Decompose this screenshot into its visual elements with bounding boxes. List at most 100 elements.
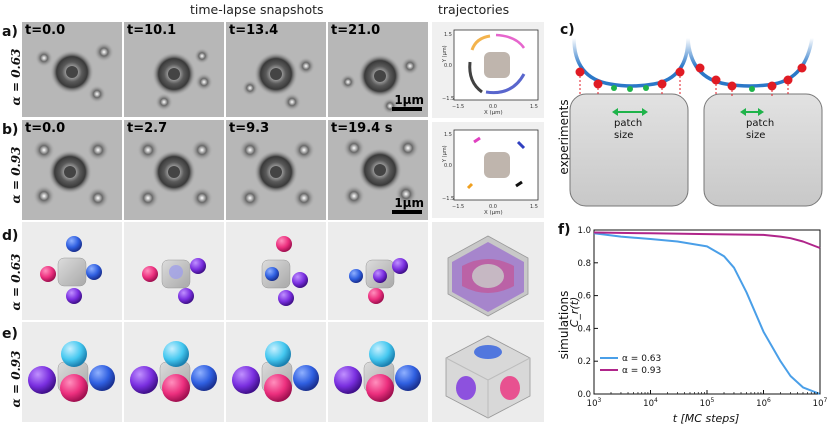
patch-diagram: patch size patch size <box>569 37 823 207</box>
patch-size-label: size <box>614 130 633 141</box>
simulation-render <box>261 236 308 306</box>
alpha-label-b: α = 0.93 <box>9 146 23 204</box>
legend-entry: α = 0.63 <box>622 354 661 364</box>
snapshot-b-3: t=9.3 <box>226 120 326 220</box>
sim-e-1 <box>22 322 122 422</box>
y-tick-label: 0.4 <box>577 324 591 334</box>
patch-size-label: patch <box>614 118 642 129</box>
series-line-1 <box>593 231 821 249</box>
panel-label-f: f) <box>558 222 571 238</box>
trajectory-chart: Y (μm) X (μm) −1.5 0.0 1.5 1.5 0.0 −1.5 <box>442 129 539 216</box>
traj-ytick: 0.0 <box>444 63 452 69</box>
y-tick-label: 0.8 <box>577 259 591 269</box>
snapshot-b-2: t=2.7 <box>124 120 224 220</box>
patch-schematic: patch size patch size <box>566 18 828 216</box>
panel-label-e: e) <box>2 326 18 342</box>
patch-size-label: size <box>746 130 765 141</box>
patch-size-label: patch <box>746 118 774 129</box>
series-line-0 <box>593 232 821 395</box>
correlation-chart: 0.0 0.2 0.4 0.6 0.8 1.0 103 104 105 106 107 t [MC … <box>566 222 828 426</box>
snapshot-a-3: t=13.4 <box>226 22 326 117</box>
sim-e-3 <box>226 322 326 422</box>
traj-xtick: −1.5 <box>452 104 464 110</box>
y-tick-label: 0.2 <box>577 357 591 367</box>
trajectory-chart: Y (μm) X (μm) −1.5 0.0 1.5 1.5 0.0 −1.5 <box>442 29 539 116</box>
sim-d-trajectory <box>432 222 544 320</box>
snapshot-a-4: t=21.0 1μm <box>328 22 428 117</box>
snapshot-b-4: t=19.4 s 1μm <box>328 120 428 220</box>
x-tick-label: 104 <box>643 397 658 409</box>
microscopy-image <box>343 137 419 207</box>
alpha-label-a: α = 0.63 <box>9 48 23 106</box>
traj-ytick: 1.5 <box>444 132 452 138</box>
simulation-render <box>334 341 421 402</box>
traj-xtick: −1.5 <box>452 204 464 210</box>
traj-xlabel: X (μm) <box>484 110 503 116</box>
legend-entry: α = 0.93 <box>622 366 661 376</box>
traj-xtick: 0.0 <box>489 104 497 110</box>
chart-ylabel: C_r(t) <box>568 297 581 328</box>
traj-xtick: 0.0 <box>489 204 497 210</box>
snapshots-header: time-lapse snapshots <box>190 2 324 17</box>
x-tick-label: 107 <box>813 397 828 409</box>
microscopy-image <box>340 54 419 114</box>
x-tick-label: 106 <box>756 397 771 409</box>
scale-bar <box>392 210 422 214</box>
panel-label-d: d) <box>2 228 19 244</box>
traj-ytick: −1.5 <box>442 196 454 202</box>
trajectory-plot-a: Y (μm) X (μm) −1.5 0.0 1.5 1.5 0.0 −1.5 <box>432 22 544 118</box>
microscopy-image <box>239 139 315 209</box>
trajectory-plot-b: Y (μm) X (μm) −1.5 0.0 1.5 1.5 0.0 −1.5 <box>432 122 544 218</box>
time-label: t=2.7 <box>127 121 168 136</box>
snapshot-b-1: t=0.0 <box>22 120 122 220</box>
snapshot-a-1: t=0.0 <box>22 22 122 117</box>
time-label: t=0.0 <box>25 121 66 136</box>
microscopy-image <box>35 42 114 103</box>
microscopy-image <box>137 139 213 209</box>
y-tick-label: 1.0 <box>577 226 591 236</box>
time-label: t=0.0 <box>25 23 66 38</box>
sim-d-4 <box>328 222 428 320</box>
cube-trajectory-render <box>445 335 531 419</box>
panel-label-c: c) <box>560 22 575 38</box>
x-tick-label: 103 <box>587 397 602 409</box>
simulation-render <box>142 258 206 304</box>
y-tick-label: 0.6 <box>577 292 591 302</box>
simulation-render <box>232 341 319 402</box>
sim-d-2 <box>124 222 224 320</box>
alpha-label-e: α = 0.93 <box>9 350 23 408</box>
traj-ytick: −1.5 <box>442 96 454 102</box>
chart-svg: 0.0 0.2 0.4 0.6 0.8 1.0 103 104 105 106 107 t [MC … <box>568 226 828 425</box>
sim-e-trajectory <box>432 322 544 422</box>
sim-d-1 <box>22 222 122 320</box>
traj-ylabel: Y (μm) <box>442 145 448 163</box>
microscopy-image <box>33 139 109 209</box>
simulation-render <box>40 236 102 304</box>
cube-trajectory-render <box>447 235 529 317</box>
time-label: t=9.3 <box>229 121 270 136</box>
scale-bar <box>392 107 422 111</box>
traj-ytick: 1.5 <box>444 32 452 38</box>
sim-e-2 <box>124 322 224 422</box>
microscopy-image <box>152 48 213 111</box>
sim-e-4 <box>328 322 428 422</box>
sim-d-3 <box>226 222 326 320</box>
scale-bar-label: 1μm <box>394 93 424 107</box>
microscopy-image <box>242 52 315 111</box>
simulation-render <box>349 258 408 304</box>
chart-xlabel: t [MC steps] <box>673 412 740 425</box>
traj-xlabel: X (μm) <box>484 210 503 216</box>
time-label: t=13.4 <box>229 23 279 38</box>
time-label: t=19.4 s <box>331 121 393 136</box>
panel-label-a: a) <box>2 24 18 40</box>
simulation-render <box>130 341 217 402</box>
traj-xtick: 1.5 <box>530 204 538 210</box>
traj-xtick: 1.5 <box>530 104 538 110</box>
time-label: t=21.0 <box>331 23 381 38</box>
time-label: t=10.1 <box>127 23 177 38</box>
panel-label-b: b) <box>2 122 19 138</box>
x-tick-label: 105 <box>700 397 715 409</box>
traj-ytick: 0.0 <box>444 163 452 169</box>
trajectories-header: trajectories <box>438 2 510 17</box>
snapshot-a-2: t=10.1 <box>124 22 224 117</box>
